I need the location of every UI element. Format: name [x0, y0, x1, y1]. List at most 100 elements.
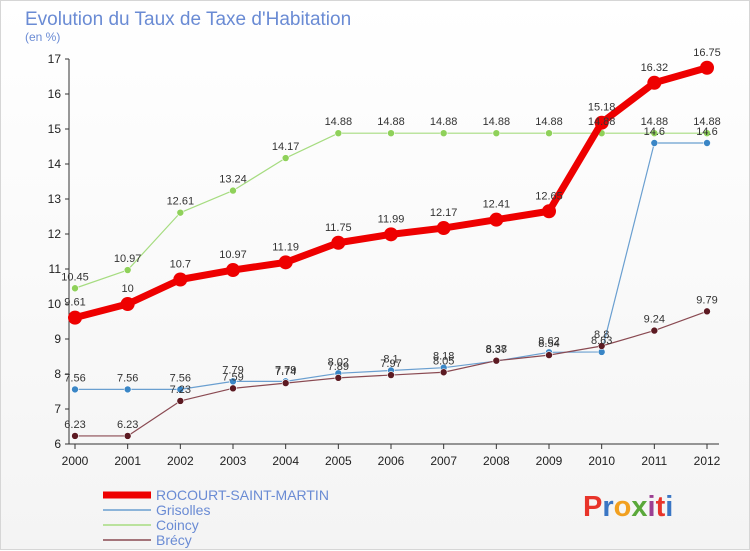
data-point — [68, 310, 82, 325]
data-label: 10.7 — [170, 259, 191, 271]
y-ticks: 6 7 8 9 10 11 12 13 14 15 16 17 — [48, 52, 69, 451]
data-label: 7.23 — [170, 384, 191, 396]
x-tick-label: 2002 — [167, 454, 194, 468]
y-tick-label: 10 — [48, 297, 62, 311]
data-label: 8.8 — [594, 329, 609, 341]
data-point — [123, 266, 132, 274]
data-label: 14.88 — [325, 116, 353, 128]
data-label: 7.56 — [170, 372, 191, 384]
data-point — [334, 374, 343, 382]
data-point — [700, 60, 714, 75]
x-tick-label: 2007 — [430, 454, 457, 468]
data-label: 7.56 — [117, 372, 138, 384]
data-label: 10.97 — [219, 249, 247, 261]
data-point — [703, 307, 711, 316]
data-label: 12.61 — [167, 196, 195, 208]
data-label: 10.97 — [114, 253, 142, 265]
data-point — [120, 297, 135, 311]
data-label: 7.59 — [222, 371, 243, 383]
data-label: 16.75 — [693, 47, 721, 59]
y-tick-label: 14 — [48, 157, 62, 171]
chart-subtitle: (en %) — [25, 30, 60, 44]
data-label: 11.99 — [378, 213, 405, 225]
data-label: 15.18 — [588, 102, 616, 114]
y-tick-label: 17 — [48, 52, 62, 66]
data-point — [489, 212, 504, 227]
data-labels: 9.61 10 10.7 10.97 11.19 11.75 11.99 12.17 12.41… — [61, 47, 721, 431]
data-point — [439, 129, 448, 137]
data-label: 11.75 — [325, 222, 352, 234]
data-point — [647, 75, 662, 90]
data-point — [384, 227, 398, 242]
data-label: 7.74 — [275, 366, 296, 378]
legend-label: Grisolles — [156, 502, 210, 518]
data-point — [542, 204, 556, 219]
data-point — [229, 186, 237, 195]
logo-letter: i — [665, 491, 673, 523]
data-point — [650, 326, 659, 335]
data-label: 14.88 — [430, 116, 458, 128]
data-point — [703, 139, 711, 147]
data-point — [334, 129, 343, 137]
x-ticks: 2000 2001 2002 2003 2004 2005 2006 2007 2008 2009… — [62, 444, 721, 468]
data-label: 10 — [122, 283, 134, 295]
data-label: 12.65 — [535, 190, 563, 202]
data-label: 7.97 — [380, 358, 401, 370]
data-label: 9.61 — [64, 297, 85, 309]
data-label: 8.54 — [538, 338, 559, 350]
y-tick-label: 16 — [48, 87, 62, 101]
data-point — [545, 351, 553, 359]
data-label: 14.6 — [644, 126, 665, 138]
data-label: 13.24 — [219, 174, 247, 186]
data-label: 14.88 — [641, 116, 669, 128]
data-label: 11.19 — [272, 241, 299, 253]
x-tick-label: 2006 — [378, 454, 405, 468]
data-point — [545, 129, 553, 137]
data-label: 6.23 — [117, 419, 138, 431]
x-tick-label: 2012 — [694, 454, 721, 468]
data-point — [597, 342, 606, 350]
data-label: 8.62 — [538, 335, 559, 347]
y-tick-label: 12 — [48, 227, 62, 241]
series-coincy — [71, 129, 711, 293]
data-label: 8.02 — [328, 356, 349, 368]
data-point — [173, 272, 188, 287]
data-label: 14.88 — [588, 116, 616, 128]
data-point — [387, 129, 395, 137]
x-tick-label: 2000 — [62, 454, 89, 468]
data-label: 8.05 — [433, 355, 454, 367]
data-point — [703, 129, 711, 137]
data-label: 8.18 — [433, 351, 454, 363]
x-tick-label: 2005 — [325, 454, 352, 468]
logo-letter: r — [602, 491, 613, 523]
data-label: 7.89 — [328, 361, 349, 373]
data-label: 7.79 — [222, 364, 243, 376]
data-label: 14.88 — [693, 116, 721, 128]
y-tick-label: 9 — [54, 332, 61, 346]
data-label: 14.88 — [535, 116, 563, 128]
data-point — [387, 371, 395, 379]
data-label: 6.23 — [64, 419, 85, 431]
x-tick-label: 2011 — [641, 454, 667, 468]
data-point — [439, 368, 448, 377]
series-layer — [68, 60, 714, 440]
logo-letter: i — [648, 491, 656, 523]
data-point — [650, 139, 659, 147]
data-label: 14.6 — [696, 126, 717, 138]
x-tick-label: 2001 — [114, 454, 141, 468]
x-tick-label: 2003 — [220, 454, 247, 468]
data-point — [71, 385, 79, 394]
data-point — [436, 221, 451, 236]
data-label: 9.79 — [696, 294, 717, 306]
data-label: 14.88 — [377, 116, 405, 128]
data-label: 14.88 — [483, 116, 511, 128]
x-tick-label: 2004 — [272, 454, 299, 468]
series-br-cy — [71, 307, 711, 440]
y-tick-label: 13 — [48, 192, 62, 206]
data-label: 8.37 — [486, 344, 507, 356]
data-label: 12.41 — [483, 199, 511, 211]
data-label: 16.32 — [641, 62, 669, 74]
